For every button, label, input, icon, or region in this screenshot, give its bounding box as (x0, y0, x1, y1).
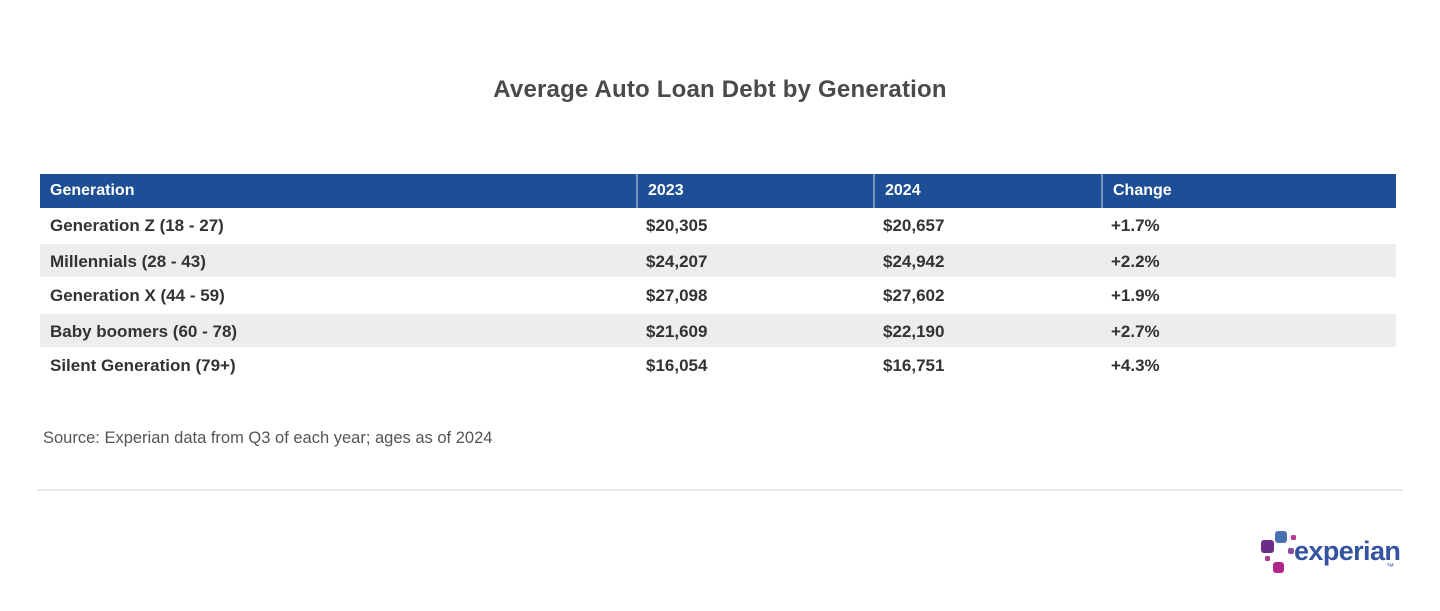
cell-2024-value: $27,602 (883, 286, 945, 305)
logo-dot-pink-small-icon (1291, 535, 1296, 540)
cell-2023-value: $20,305 (646, 216, 708, 235)
cell-generation: Generation X (44 - 59) (50, 286, 225, 305)
column-header-2023: 2023 (636, 174, 873, 208)
cell-generation: Baby boomers (60 - 78) (50, 322, 238, 341)
logo-dot-magenta-icon (1273, 562, 1284, 573)
cell-2024-value: $20,657 (883, 216, 945, 235)
logo-dot-purple-icon (1261, 540, 1274, 553)
logo-dot-magenta-small-icon (1265, 556, 1270, 561)
cell-generation: Generation Z (18 - 27) (50, 216, 224, 235)
table-row: Baby boomers (60 - 78) $21,609 $22,190 +… (40, 313, 1396, 348)
cell-change-value: +2.7% (1111, 322, 1160, 341)
cell-2024-value: $16,751 (883, 356, 945, 375)
auto-loan-debt-table: Generation 2023 2024 Change Generation Z… (40, 174, 1396, 383)
table-row: Generation Z (18 - 27) $20,305 $20,657 +… (40, 208, 1396, 243)
column-header-generation: Generation (50, 182, 135, 199)
cell-change-value: +2.2% (1111, 252, 1160, 271)
logo-dot-purple-small-icon (1288, 548, 1294, 554)
cell-2023-value: $21,609 (646, 322, 708, 341)
column-header-2024: 2024 (873, 174, 1101, 208)
trademark-symbol: ™ (1386, 562, 1394, 571)
table-row: Silent Generation (79+) $16,054 $16,751 … (40, 348, 1396, 383)
table-row: Millennials (28 - 43) $24,207 $24,942 +2… (40, 243, 1396, 278)
footer-divider (37, 489, 1403, 491)
table-header-row: Generation 2023 2024 Change (40, 174, 1396, 208)
source-note: Source: Experian data from Q3 of each ye… (43, 429, 493, 447)
cell-change-value: +1.7% (1111, 216, 1160, 235)
experian-logo: experian ™ (1258, 524, 1401, 586)
cell-2024-value: $24,942 (883, 252, 945, 271)
cell-change-value: +1.9% (1111, 286, 1160, 305)
column-header-change: Change (1101, 174, 1396, 208)
cell-2023-value: $27,098 (646, 286, 708, 305)
logo-dot-blue-icon (1275, 531, 1287, 543)
cell-generation: Millennials (28 - 43) (50, 252, 206, 271)
cell-2024-value: $22,190 (883, 322, 945, 341)
experian-wordmark: experian (1294, 536, 1401, 566)
cell-generation: Silent Generation (79+) (50, 356, 236, 375)
page-title: Average Auto Loan Debt by Generation (493, 76, 947, 103)
cell-2023-value: $16,054 (646, 356, 708, 375)
cell-change-value: +4.3% (1111, 356, 1160, 375)
cell-2023-value: $24,207 (646, 252, 708, 271)
table-row: Generation X (44 - 59) $27,098 $27,602 +… (40, 278, 1396, 313)
